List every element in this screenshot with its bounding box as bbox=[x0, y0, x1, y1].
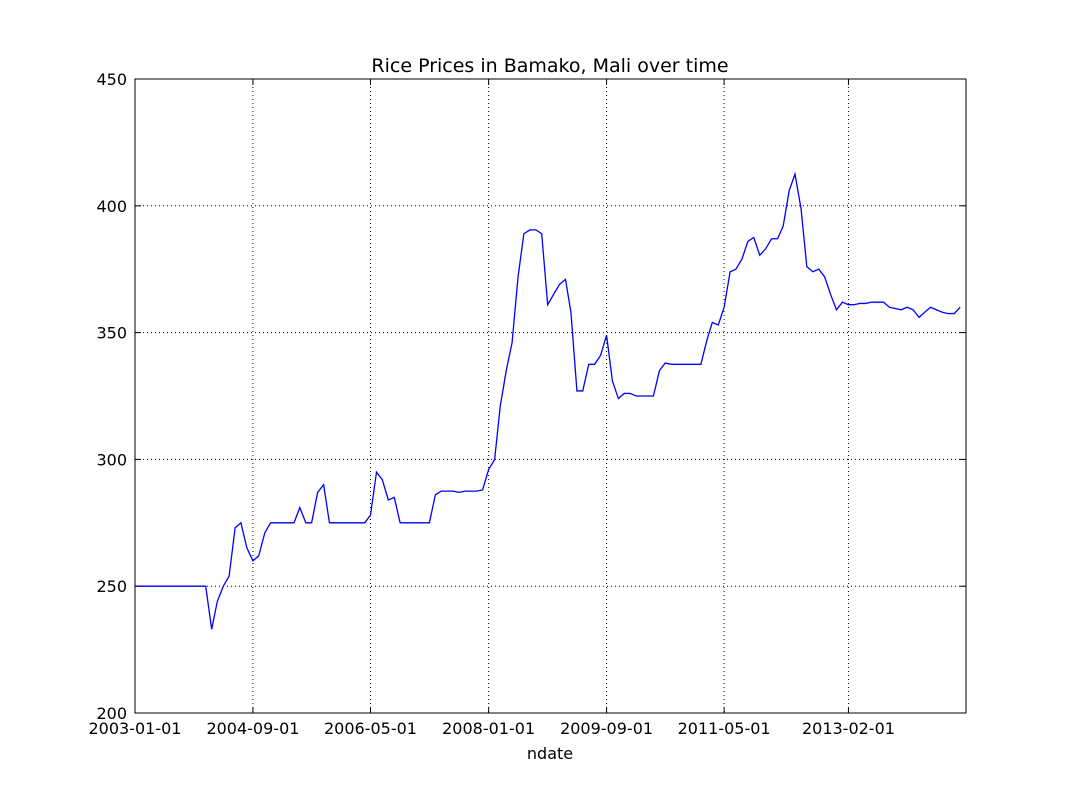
x-tick-label: 2013-02-01 bbox=[802, 719, 895, 738]
price-line bbox=[135, 171, 961, 630]
x-tick-label: 2011-05-01 bbox=[678, 719, 771, 738]
y-tick-label: 250 bbox=[96, 577, 127, 596]
x-tick-label: 2008-01-01 bbox=[442, 719, 535, 738]
y-tick-label: 300 bbox=[96, 450, 127, 469]
y-tick-label: 200 bbox=[96, 704, 127, 723]
y-tick-label: 450 bbox=[96, 70, 127, 89]
x-tick-label: 2006-05-01 bbox=[324, 719, 417, 738]
x-tick-label: 2004-09-01 bbox=[206, 719, 299, 738]
x-axis-label: ndate bbox=[527, 744, 573, 763]
x-tick-label: 2003-01-01 bbox=[89, 719, 182, 738]
plot-frame bbox=[134, 78, 967, 714]
x-tick-label: 2009-09-01 bbox=[560, 719, 653, 738]
y-tick-label: 350 bbox=[96, 324, 127, 343]
y-tick-label: 400 bbox=[96, 197, 127, 216]
chart-title: Rice Prices in Bamako, Mali over time bbox=[371, 55, 728, 77]
